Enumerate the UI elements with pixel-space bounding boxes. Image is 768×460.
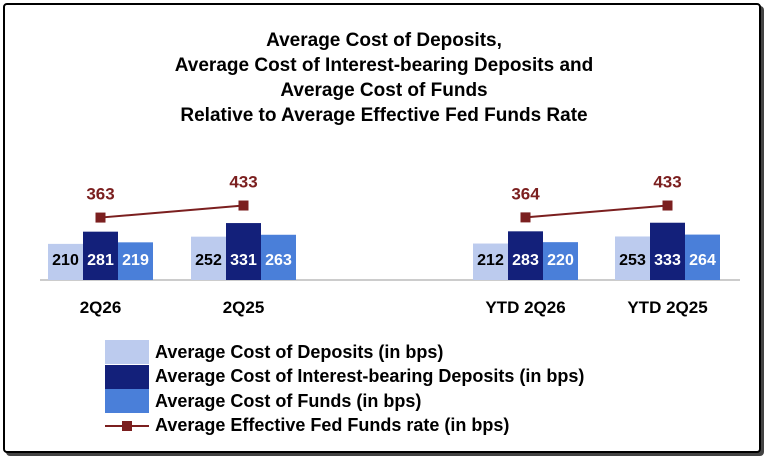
fed-funds-label-1: 433 — [229, 173, 257, 192]
category-label-0: 2Q26 — [80, 298, 122, 317]
bar-0-1 — [83, 231, 118, 280]
fed-funds-point-1 — [238, 200, 249, 211]
fed-funds-point-0 — [95, 212, 106, 223]
bar-1-2 — [261, 234, 296, 280]
legend-item-fed-funds: Average Effective Fed Funds rate (in bps… — [105, 414, 584, 439]
bar-label-3-1: 333 — [654, 252, 681, 269]
legend-swatch-interest-bearing — [105, 364, 149, 389]
bar-label-2-1: 283 — [512, 252, 539, 269]
bar-label-1-0: 252 — [195, 252, 222, 269]
legend-item-funds: Average Cost of Funds (in bps) — [105, 389, 584, 414]
bar-3-1 — [650, 222, 685, 280]
bar-1-1 — [226, 223, 261, 280]
bar-1-0 — [191, 236, 226, 280]
bar-0-0 — [48, 243, 83, 280]
legend: Average Cost of Deposits (in bps) Averag… — [105, 340, 584, 438]
title-line-2: Average Cost of Interest-bearing Deposit… — [174, 55, 594, 76]
bar-3-2 — [685, 234, 720, 280]
legend-swatch-fed-funds — [105, 414, 149, 438]
bar-label-1-1: 331 — [230, 252, 257, 269]
bar-2-1 — [508, 231, 543, 280]
bar-2-0 — [473, 243, 508, 280]
legend-label-fed-funds: Average Effective Fed Funds rate (in bps… — [155, 415, 510, 436]
title-line-4: Relative to Average Effective Fed Funds … — [180, 105, 588, 126]
category-label-1: 2Q25 — [223, 298, 265, 317]
bar-label-0-1: 281 — [87, 252, 114, 269]
legend-label-interest-bearing: Average Cost of Interest-bearing Deposit… — [155, 366, 585, 387]
bar-label-2-0: 212 — [477, 252, 504, 269]
legend-swatch-funds — [105, 389, 149, 414]
fed-funds-label-0: 363 — [86, 185, 114, 204]
bar-label-3-2: 264 — [689, 252, 716, 269]
fed-funds-line-segment-1 — [525, 204, 668, 219]
legend-item-interest-bearing: Average Cost of Interest-bearing Deposit… — [105, 364, 585, 390]
fed-funds-point-3 — [662, 200, 673, 211]
bar-label-1-2: 263 — [265, 252, 292, 269]
fed-funds-line-segment-0 — [100, 204, 244, 219]
title-line-1: Average Cost of Deposits, — [266, 30, 502, 51]
legend-item-deposits: Average Cost of Deposits (in bps) — [105, 340, 584, 365]
category-label-2: YTD 2Q26 — [485, 298, 565, 317]
legend-swatch-deposits — [105, 340, 149, 365]
bar-0-2 — [118, 242, 153, 280]
fed-funds-label-2: 364 — [511, 184, 540, 203]
title-line-3: Average Cost of Funds — [280, 80, 488, 101]
legend-label-deposits: Average Cost of Deposits (in bps) — [155, 341, 444, 362]
bar-label-0-2: 219 — [122, 252, 149, 269]
bar-label-2-2: 220 — [547, 252, 574, 269]
category-label-3: YTD 2Q25 — [627, 298, 707, 317]
bar-3-0 — [615, 236, 650, 280]
bar-2-2 — [543, 242, 578, 280]
bar-label-3-0: 253 — [619, 252, 646, 269]
chart-title: Average Cost of Deposits, Average Cost o… — [0, 28, 768, 128]
bar-label-0-0: 210 — [52, 252, 79, 269]
legend-label-funds: Average Cost of Funds (in bps) — [155, 390, 422, 411]
fed-funds-point-2 — [520, 212, 531, 223]
fed-funds-label-3: 433 — [653, 173, 681, 192]
